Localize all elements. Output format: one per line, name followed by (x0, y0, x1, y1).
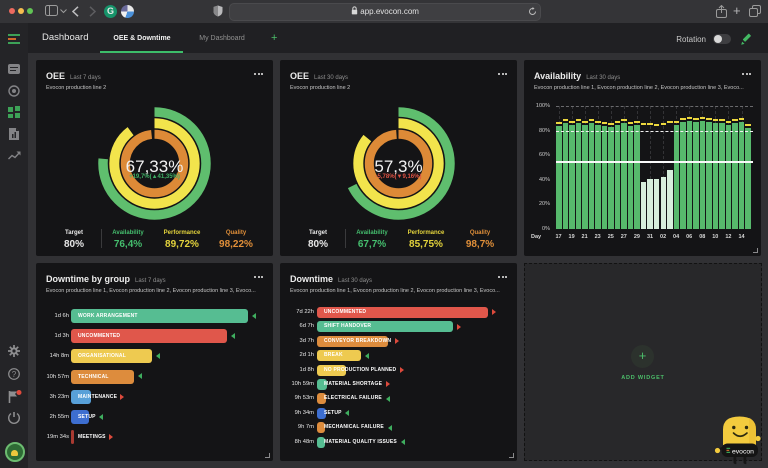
svg-text:?: ? (12, 370, 17, 379)
svg-text:evocon: evocon (732, 448, 754, 455)
